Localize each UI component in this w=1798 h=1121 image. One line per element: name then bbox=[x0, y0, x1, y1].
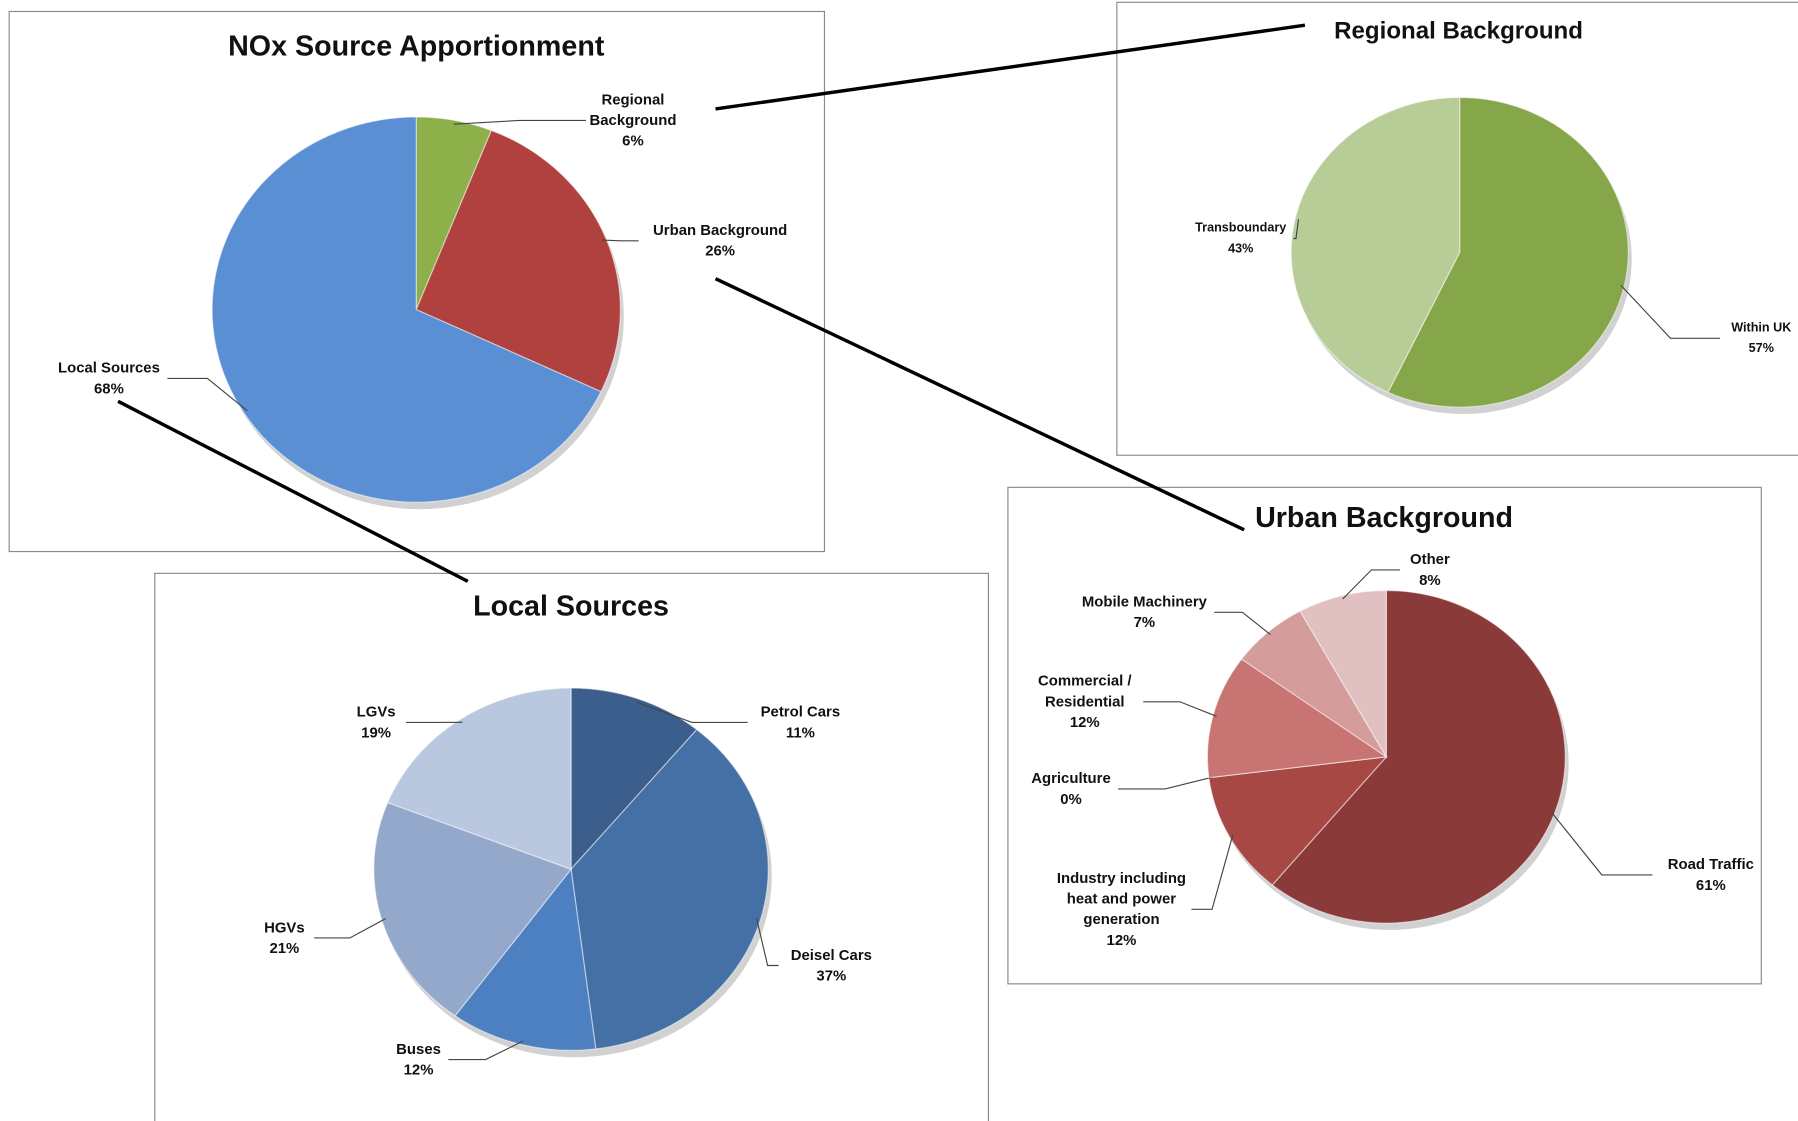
category-label: Local Sources bbox=[57, 358, 160, 377]
category-label: Road Traffic bbox=[1667, 855, 1754, 873]
pie-slice bbox=[570, 687, 698, 871]
leader-line bbox=[1191, 835, 1234, 910]
leader-line bbox=[1550, 811, 1653, 876]
value-label: 12% bbox=[1069, 713, 1100, 731]
category-label: Petrol Cars bbox=[760, 702, 841, 721]
value-label: 21% bbox=[269, 939, 300, 957]
data-label: Deisel Cars 37% bbox=[774, 945, 889, 986]
value-label: 19% bbox=[361, 723, 392, 741]
pie-slice bbox=[1299, 589, 1387, 759]
value-label: 12% bbox=[403, 1060, 434, 1078]
category-label: Deisel Cars bbox=[790, 946, 872, 964]
leader-line bbox=[1143, 701, 1217, 717]
pie-slice bbox=[1208, 756, 1388, 886]
category-label: Mobile Machinery bbox=[1081, 592, 1207, 611]
value-label: 8% bbox=[1419, 571, 1441, 589]
category-label: Industry including heat and power genera… bbox=[1056, 869, 1187, 928]
data-label: Petrol Cars 11% bbox=[743, 702, 858, 743]
leader-line bbox=[1342, 569, 1401, 600]
chart-title: Urban Background bbox=[1255, 502, 1513, 534]
value-label: 0% bbox=[1060, 790, 1082, 808]
category-label: Commercial / Residential bbox=[1037, 671, 1132, 710]
value-label: 57% bbox=[1748, 341, 1774, 356]
data-label: Transboundary 43% bbox=[1183, 218, 1298, 259]
leader-line bbox=[1214, 611, 1271, 636]
category-label: LGVs bbox=[356, 702, 396, 721]
data-label: Road Traffic 61% bbox=[1648, 854, 1774, 895]
data-label: Within UK 57% bbox=[1715, 318, 1798, 359]
leader-line bbox=[448, 1040, 524, 1061]
leader-line bbox=[314, 918, 386, 939]
value-label: 43% bbox=[1228, 241, 1254, 256]
leader-line bbox=[1620, 284, 1721, 339]
value-label: 7% bbox=[1133, 613, 1156, 631]
category-label: Other bbox=[1410, 550, 1450, 568]
category-label: Within UK bbox=[1731, 321, 1792, 335]
category-label: Regional Background bbox=[589, 90, 677, 129]
connector bbox=[117, 399, 469, 583]
connector bbox=[715, 23, 1306, 111]
pie-slice bbox=[1290, 96, 1461, 394]
category-label: Transboundary bbox=[1195, 221, 1287, 236]
pie-slice bbox=[454, 867, 597, 1051]
leader-line bbox=[167, 377, 248, 412]
data-label: Local Sources 68% bbox=[46, 358, 172, 399]
data-label: HGVs 21% bbox=[250, 917, 319, 958]
chart-title: NOx Source Apportionment bbox=[228, 31, 605, 63]
value-label: 11% bbox=[785, 723, 815, 741]
leader-line bbox=[756, 918, 779, 967]
leader-line bbox=[602, 239, 639, 242]
leader-line bbox=[453, 119, 586, 125]
data-label: Mobile Machinery 7% bbox=[1070, 592, 1219, 633]
pie-slice bbox=[1387, 96, 1629, 408]
category-label: Urban Background bbox=[653, 221, 788, 239]
data-label: Agriculture 0% bbox=[1019, 768, 1122, 809]
pie-slice bbox=[211, 116, 602, 503]
connector bbox=[714, 277, 1245, 532]
data-label: LGVs 19% bbox=[342, 702, 411, 743]
value-label: 37% bbox=[816, 966, 847, 984]
value-label: 26% bbox=[705, 241, 736, 260]
category-label: HGVs bbox=[264, 918, 305, 936]
value-label: 68% bbox=[94, 379, 124, 397]
pie-slice bbox=[1271, 589, 1566, 924]
pie-slice bbox=[570, 728, 769, 1050]
category-label: Buses bbox=[396, 1040, 441, 1058]
pie-slice bbox=[373, 801, 572, 1017]
leader-line bbox=[636, 701, 748, 723]
data-label: Regional Background 6% bbox=[581, 89, 684, 151]
pie-slice bbox=[415, 129, 621, 393]
value-label: 12% bbox=[1106, 931, 1137, 949]
chart-title: Regional Background bbox=[1334, 17, 1583, 44]
data-label: Urban Background 26% bbox=[634, 220, 806, 261]
pie-slice bbox=[386, 687, 572, 871]
data-label: Buses 12% bbox=[384, 1039, 453, 1080]
leader-line bbox=[1293, 219, 1300, 240]
chart-title: Local Sources bbox=[473, 590, 669, 622]
data-label: Commercial / Residential 12% bbox=[1022, 671, 1148, 733]
leader-line bbox=[1118, 776, 1213, 790]
data-label: Industry including heat and power genera… bbox=[1047, 868, 1196, 951]
value-label: 6% bbox=[622, 131, 644, 150]
category-label: Agriculture bbox=[1031, 769, 1111, 787]
data-label: Other 8% bbox=[1396, 549, 1465, 590]
value-label: 61% bbox=[1695, 876, 1726, 894]
